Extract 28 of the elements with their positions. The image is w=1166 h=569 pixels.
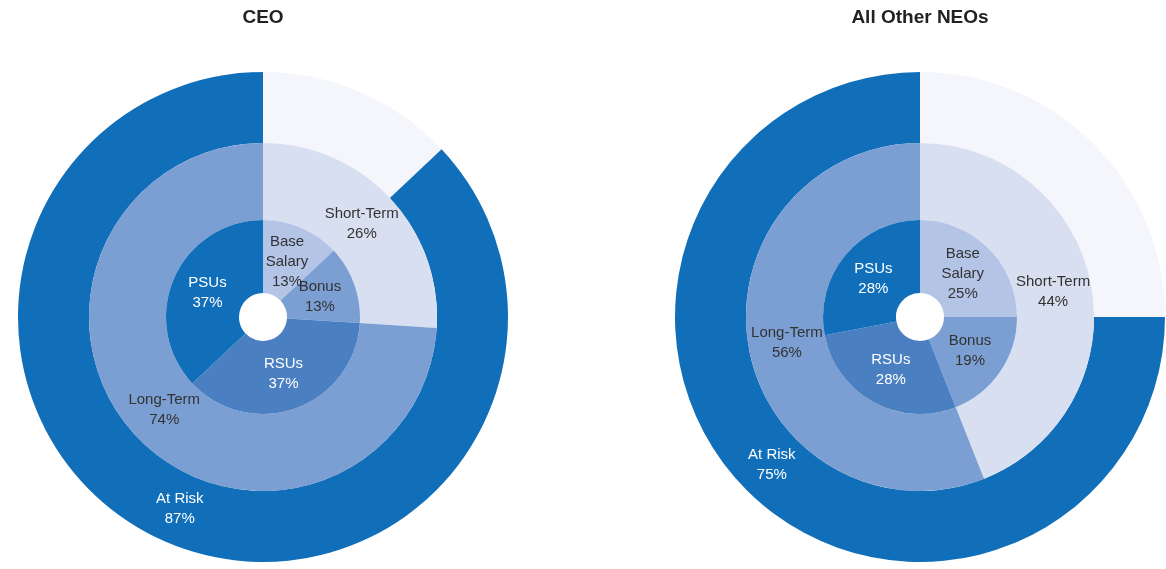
data-label: 37%	[268, 374, 299, 392]
chart-title: CEO	[241, 6, 285, 28]
slice-label: Base Salary	[265, 231, 309, 269]
data-label: 37%	[192, 293, 223, 311]
slice-label: RSUs	[871, 350, 911, 368]
data-label: 28%	[875, 370, 906, 388]
slice-label: Short-Term	[1016, 271, 1091, 289]
slice-label: Long-Term	[128, 389, 201, 407]
slice-label: RSUs	[263, 354, 304, 372]
slice-label: Long-Term	[751, 322, 823, 340]
data-label: 13%	[304, 296, 335, 314]
slice-label: At Risk	[156, 489, 205, 507]
chart-title: All Other NEOs	[850, 6, 990, 28]
data-label: 87%	[164, 509, 195, 527]
data-label: 28%	[858, 278, 889, 296]
slice-label: Short-Term	[324, 204, 399, 222]
data-label: 25%	[947, 284, 978, 302]
data-label: 26%	[346, 224, 377, 242]
slice-label: PSUs	[188, 273, 227, 291]
data-label: 74%	[149, 409, 180, 427]
data-label: 44%	[1038, 291, 1069, 309]
slice-label: Bonus	[948, 331, 992, 349]
data-label: 56%	[771, 342, 802, 360]
slice-label: At Risk	[748, 445, 797, 463]
slice-label: Base Salary	[941, 244, 985, 282]
data-label: 75%	[756, 465, 787, 483]
slice-label: PSUs	[854, 258, 893, 276]
data-label: 19%	[955, 351, 986, 369]
